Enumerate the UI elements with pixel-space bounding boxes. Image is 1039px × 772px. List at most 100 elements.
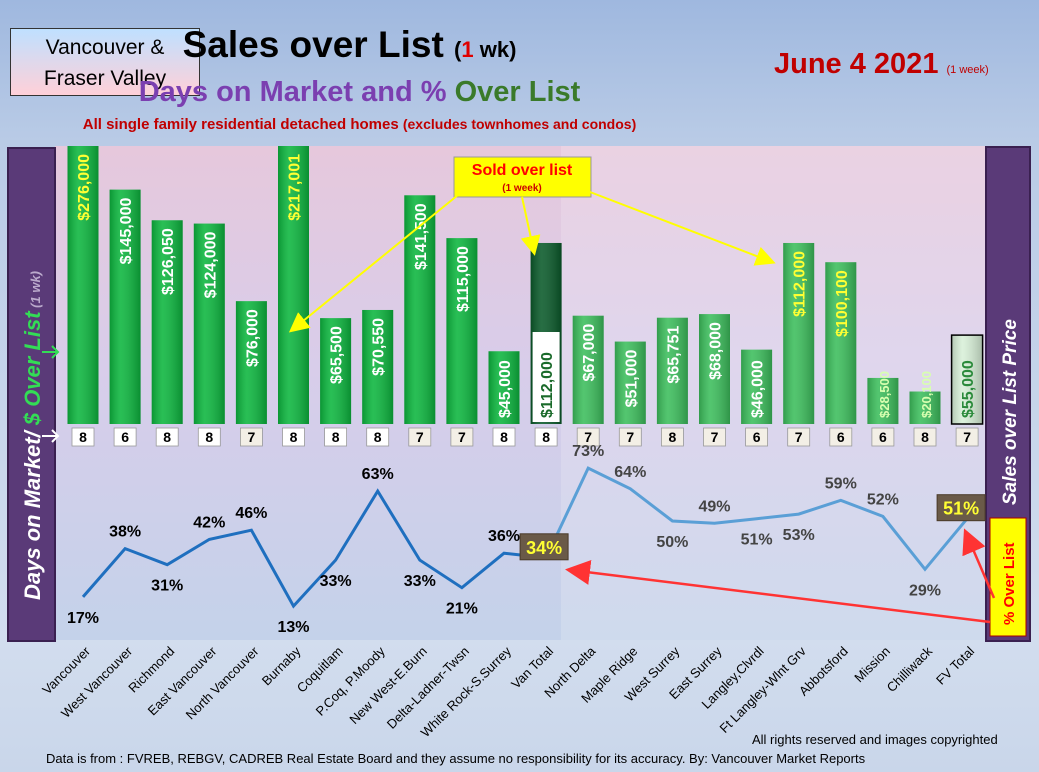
left-arrow-dollar bbox=[42, 345, 60, 359]
days-box-1 bbox=[113, 427, 137, 447]
bar-value-label-0: $276,000 bbox=[76, 154, 93, 221]
bar-value-label-7: $70,550 bbox=[371, 318, 388, 376]
pct-label-3: 42% bbox=[193, 514, 225, 531]
bar-shade-6 bbox=[320, 318, 352, 424]
callout-arrow-burnaby bbox=[288, 194, 459, 333]
bar-value-label-6: $65,500 bbox=[329, 326, 346, 384]
bar-value-label-21: $55,000 bbox=[960, 360, 977, 418]
days-value-20: 8 bbox=[921, 429, 929, 445]
category-label-19: Mission bbox=[851, 644, 893, 686]
days-box-17 bbox=[787, 427, 811, 447]
pct-label-17: 53% bbox=[783, 527, 815, 544]
bar-value-label-4: $76,000 bbox=[244, 309, 261, 367]
pct-label-21: 51% bbox=[943, 499, 979, 519]
bar-shade-17 bbox=[783, 242, 815, 424]
copyright-note: All rights reserved and images copyright… bbox=[752, 732, 998, 747]
category-label-4: North Vancouver bbox=[183, 643, 262, 722]
left-axis-label-a: Days on Market/ bbox=[20, 425, 45, 600]
callout-arrow-van-total bbox=[520, 196, 541, 256]
days-box-8 bbox=[408, 427, 432, 447]
days-value-0: 8 bbox=[79, 429, 87, 445]
bar-value-label-15: $68,000 bbox=[708, 322, 725, 380]
pct-label-14: 50% bbox=[656, 534, 688, 551]
bar-value-label-20: $20,100 bbox=[919, 371, 934, 418]
pct-label-5: 13% bbox=[277, 619, 309, 636]
title-paren-rest: wk) bbox=[473, 37, 517, 62]
description-note: (excludes townhomes and condos) bbox=[402, 116, 637, 132]
bar-value-label-13: $51,000 bbox=[623, 349, 640, 407]
category-label-8: New West-E.Burn bbox=[346, 644, 429, 727]
pct-label-0: 17% bbox=[67, 610, 99, 627]
bar-shade-2 bbox=[151, 220, 183, 424]
bar-shade-12 bbox=[572, 315, 604, 424]
bar-shade-5 bbox=[278, 146, 309, 424]
fv-total-bar-outline bbox=[950, 334, 984, 425]
pct-over-list-box bbox=[989, 517, 1027, 637]
days-value-16: 6 bbox=[753, 429, 761, 445]
pct-label-4: 46% bbox=[235, 505, 267, 522]
line-layer: 17% 38% 31% 42% 46% 13% 33% 63% 33% 21% 36% 34% 73% 6… bbox=[67, 443, 986, 636]
days-value-21: 7 bbox=[963, 429, 971, 445]
pct-arrow-van-total bbox=[565, 560, 991, 624]
bar-shade-4 bbox=[235, 301, 267, 424]
pct-label-20: 29% bbox=[909, 582, 941, 599]
chart-subtitle: Days on Market and % Over List bbox=[0, 76, 879, 109]
days-value-18: 6 bbox=[837, 429, 845, 445]
days-layer: 8 6 8 8 7 8 8 8 7 7 8 8 7 7 8 7 6 7 6 6 8 7 bbox=[71, 427, 979, 447]
days-value-15: 7 bbox=[711, 429, 719, 445]
subtitle-a: Days on Market and % bbox=[138, 76, 455, 108]
van-total-label-bg bbox=[532, 332, 560, 422]
region-line-1: Vancouver & bbox=[45, 36, 165, 59]
bar-value-label-14: $65,751 bbox=[665, 326, 682, 384]
bar-value-label-11: $112,000 bbox=[539, 352, 556, 418]
pct-label-6: 33% bbox=[320, 573, 352, 590]
pct-over-list-label: % Over List bbox=[1001, 542, 1018, 625]
bar-value-label-17: $112,000 bbox=[792, 251, 809, 317]
bar-value-label-18: $100,100 bbox=[834, 270, 851, 337]
bar-value-label-16: $46,000 bbox=[750, 360, 767, 418]
pct-line-fraser-valley bbox=[544, 466, 969, 572]
title-text: Sales over List bbox=[182, 24, 444, 65]
days-box-3 bbox=[197, 427, 221, 447]
category-label-20: Chilliwack bbox=[884, 643, 936, 695]
bar-shade-18 bbox=[825, 262, 857, 424]
date-text: June 4 2021 bbox=[774, 48, 939, 80]
days-box-12 bbox=[576, 427, 600, 447]
days-box-11 bbox=[534, 427, 558, 447]
category-label-1: West Vancouver bbox=[58, 643, 136, 721]
days-box-5 bbox=[282, 427, 305, 447]
days-box-21 bbox=[955, 427, 979, 447]
bar-shade-7 bbox=[362, 309, 394, 424]
pct-highlight-box-11 bbox=[519, 533, 569, 561]
days-value-8: 7 bbox=[416, 429, 424, 445]
days-box-13 bbox=[618, 427, 642, 447]
days-box-15 bbox=[703, 427, 726, 447]
days-box-14 bbox=[661, 427, 684, 447]
category-label-21: FV Total bbox=[933, 643, 977, 687]
days-box-10 bbox=[492, 427, 516, 447]
bar-shade-20 bbox=[909, 391, 941, 424]
days-box-18 bbox=[829, 427, 853, 447]
pct-label-8: 33% bbox=[404, 573, 436, 590]
days-value-10: 8 bbox=[500, 429, 508, 445]
days-box-7 bbox=[366, 427, 390, 447]
bar-shade-13 bbox=[614, 341, 646, 424]
bar-value-label-2: $126,050 bbox=[160, 228, 177, 295]
pct-label-12: 73% bbox=[572, 443, 604, 460]
pct-arrow-fv-total bbox=[962, 528, 996, 599]
pct-line-vancouver bbox=[81, 488, 547, 609]
chart-description: All single family residential detached h… bbox=[0, 116, 879, 133]
bar-value-label-3: $124,000 bbox=[202, 231, 219, 298]
region-label-box: Vancouver & Fraser Valley bbox=[10, 28, 200, 96]
bar-value-label-19: $28,500 bbox=[877, 371, 892, 418]
callout-arrow-ft-langley bbox=[589, 191, 776, 266]
days-box-9 bbox=[450, 427, 474, 447]
days-value-11: 8 bbox=[542, 429, 550, 445]
left-side-panel bbox=[7, 147, 56, 642]
pct-label-15: 49% bbox=[698, 498, 730, 515]
chart-title: Sales over List (1 wk) bbox=[0, 24, 869, 66]
bar-shade-3 bbox=[193, 223, 225, 424]
days-value-1: 6 bbox=[121, 429, 129, 445]
